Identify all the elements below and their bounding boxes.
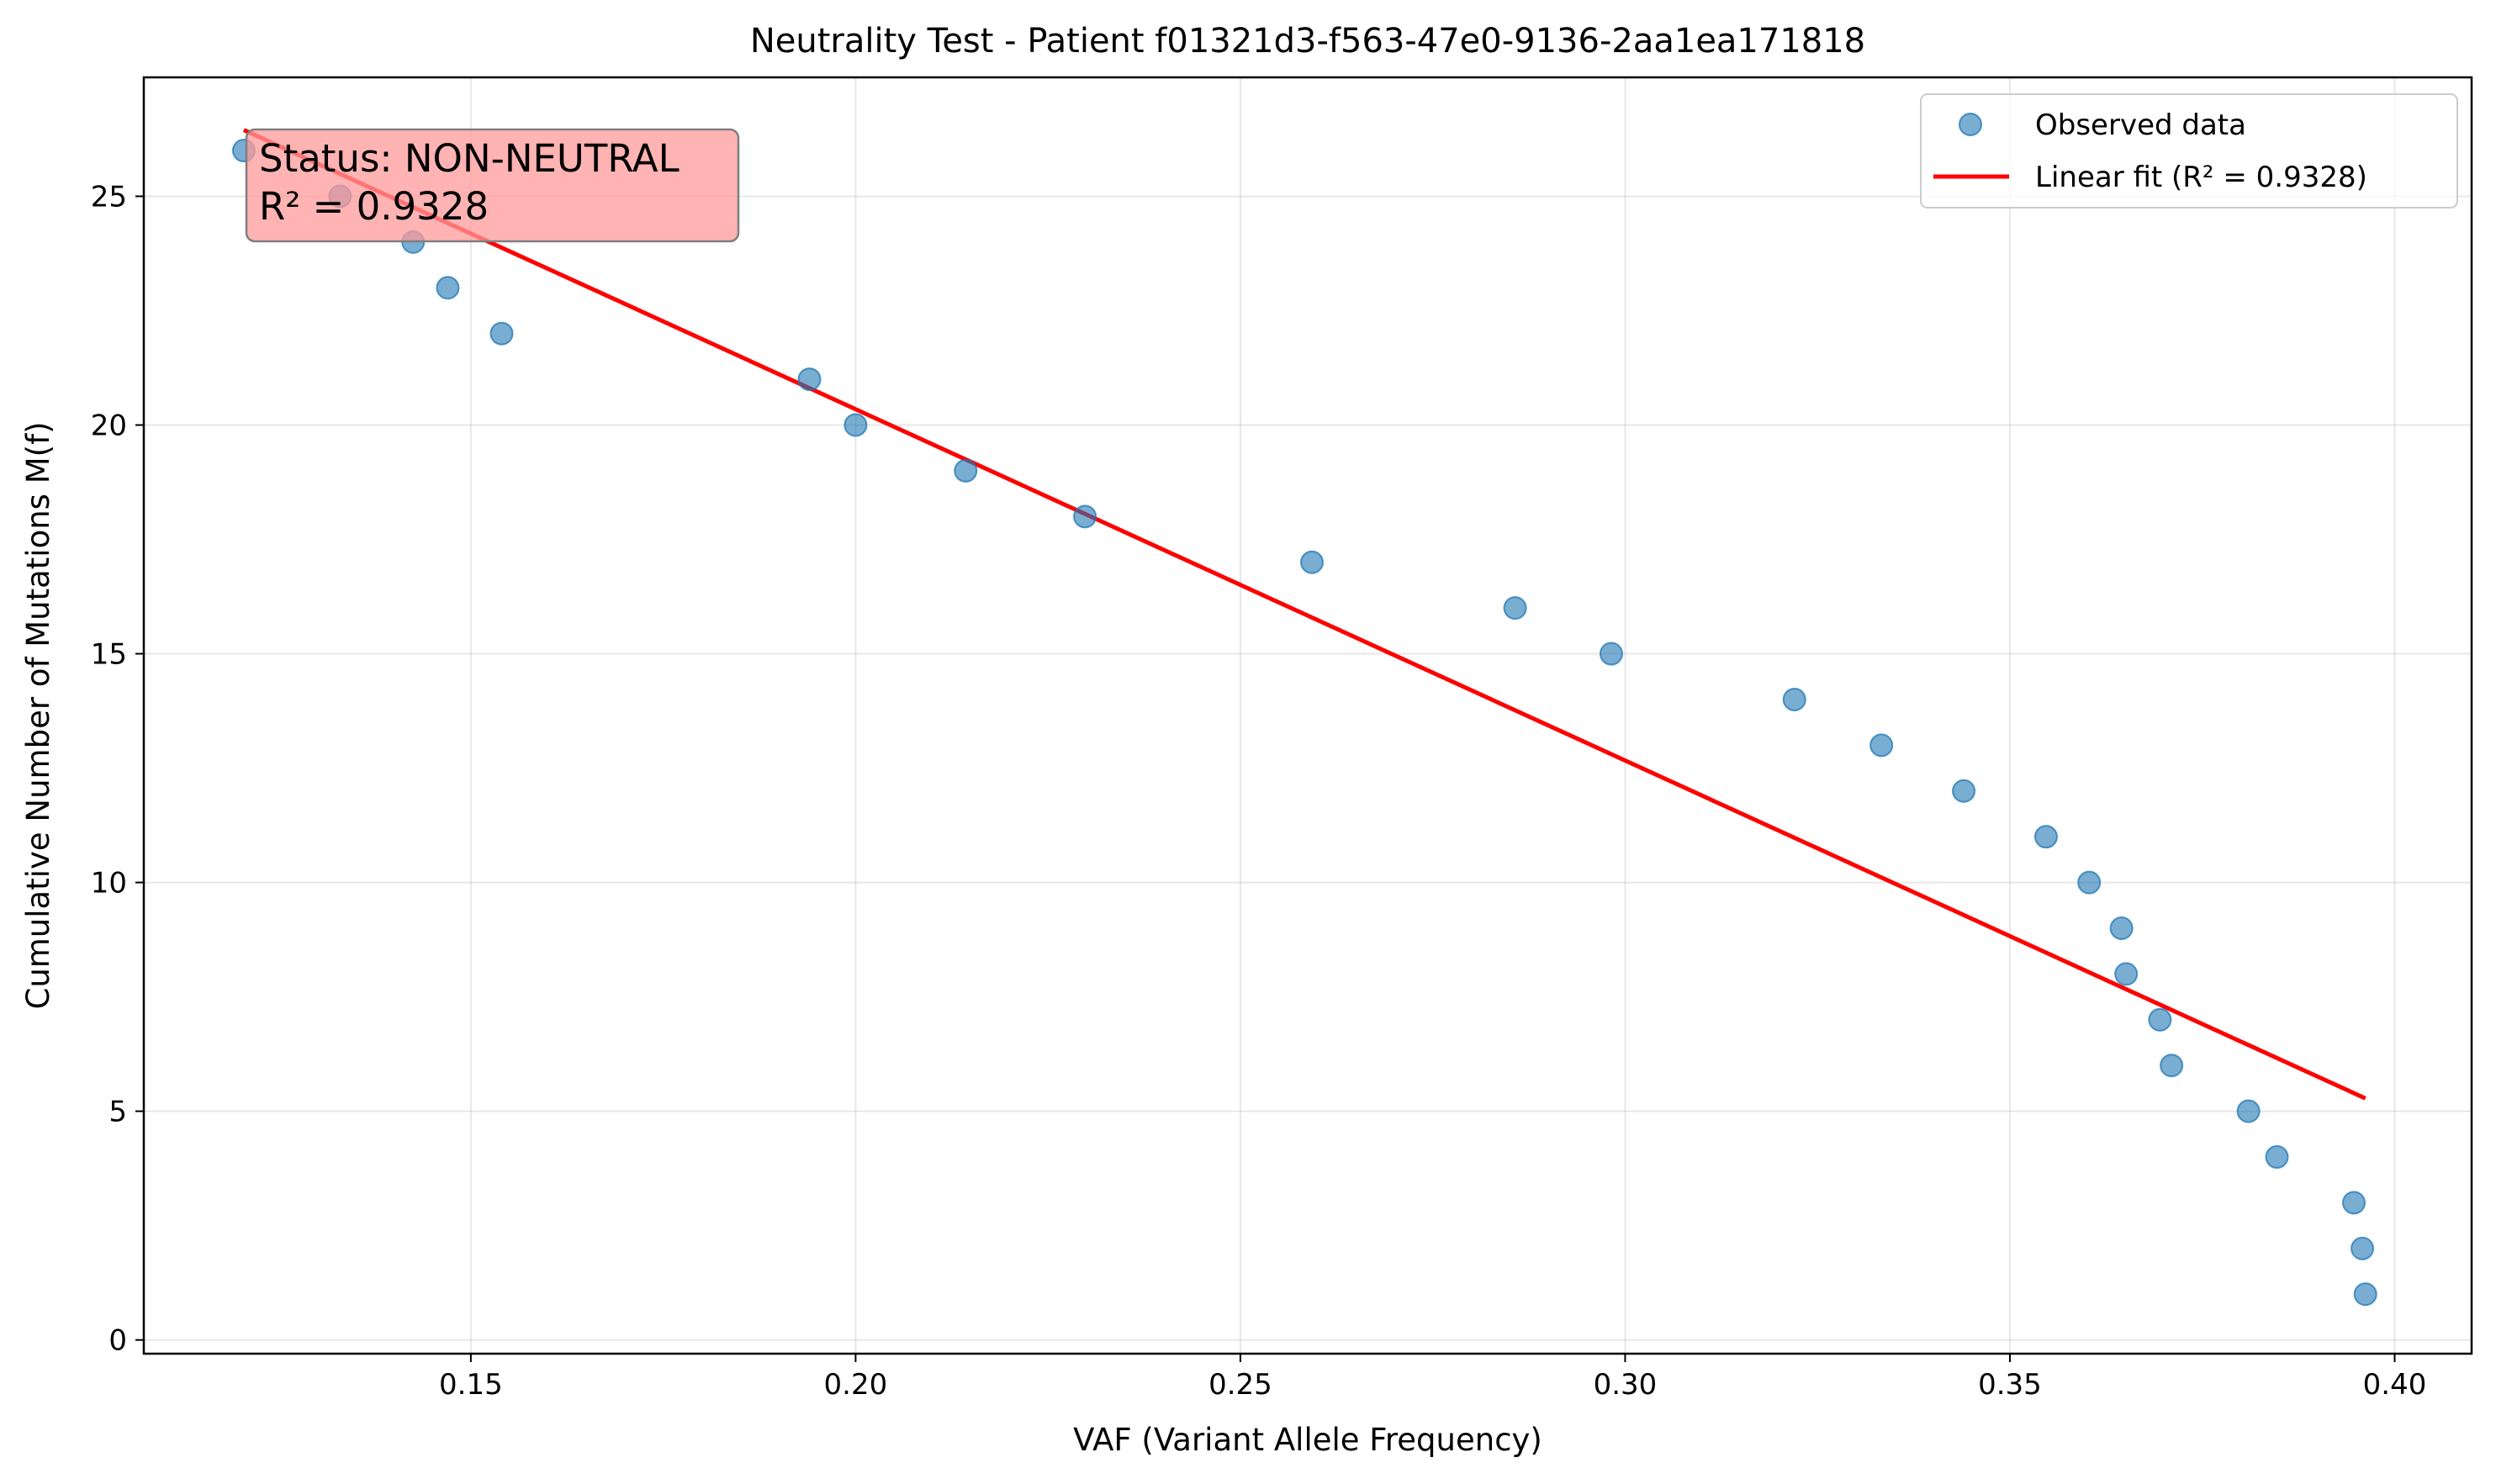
data-point xyxy=(1300,550,1325,574)
y-tick-label: 25 xyxy=(91,180,127,214)
data-point xyxy=(436,276,460,300)
data-point xyxy=(2265,1145,2289,1170)
data-point xyxy=(1503,596,1527,621)
data-point xyxy=(797,367,822,392)
data-point xyxy=(2236,1099,2261,1123)
x-tick-label: 0.40 xyxy=(2363,1368,2427,1402)
y-tick-label: 5 xyxy=(108,1096,127,1129)
r-squared-line: R² = 0.9328 xyxy=(259,184,489,229)
data-point xyxy=(954,458,978,483)
y-axis-ticks: 0 5 10 15 20 25 xyxy=(91,180,144,1358)
data-point xyxy=(1952,779,1976,803)
data-point xyxy=(2114,962,2139,986)
legend-box xyxy=(1920,93,2458,209)
data-point xyxy=(2341,1191,2366,1215)
chart-title: Neutrality Test - Patient f01321d3-f563-… xyxy=(750,22,1865,61)
x-tick-label: 0.20 xyxy=(824,1368,888,1402)
data-point xyxy=(2148,1007,2172,1032)
x-axis-label: VAF (Variant Allele Frequency) xyxy=(1073,1422,1542,1458)
grid xyxy=(144,77,2472,1354)
y-axis-label: Cumulative Number of Mutations M(f) xyxy=(20,421,56,1009)
data-point xyxy=(2160,1054,2184,1078)
data-point xyxy=(1073,504,1097,529)
legend-label-observed: Observed data xyxy=(2035,108,2246,142)
linear-fit-line xyxy=(242,128,2366,1101)
x-tick-label: 0.35 xyxy=(1978,1368,2042,1402)
status-box xyxy=(245,128,740,243)
data-point xyxy=(2077,870,2102,895)
data-point xyxy=(2109,916,2134,940)
data-point xyxy=(2033,825,2058,849)
y-tick-label: 10 xyxy=(91,867,127,900)
data-point xyxy=(2351,1236,2375,1260)
y-tick-label: 0 xyxy=(108,1324,127,1358)
x-tick-label: 0.30 xyxy=(1594,1368,1658,1402)
data-point xyxy=(489,321,514,346)
data-point xyxy=(843,413,868,437)
fit-layer xyxy=(242,128,2366,1101)
y-tick-label: 20 xyxy=(91,409,127,443)
data-point xyxy=(1599,642,1623,666)
x-axis-ticks: 0.15 0.20 0.25 0.30 0.35 0.40 xyxy=(439,1354,2426,1402)
legend: Observed data Linear fit (R² = 0.9328) xyxy=(1920,93,2458,209)
data-point xyxy=(2353,1282,2377,1307)
data-point xyxy=(1869,733,1894,758)
legend-label-fit: Linear fit (R² = 0.9328) xyxy=(2035,161,2367,194)
x-tick-label: 0.25 xyxy=(1208,1368,1272,1402)
y-tick-label: 15 xyxy=(91,638,127,672)
status-annotation: Status: NON-NEUTRAL R² = 0.9328 xyxy=(245,128,740,243)
data-point xyxy=(1782,687,1806,711)
plot-frame xyxy=(142,76,2473,1355)
x-tick-label: 0.15 xyxy=(439,1368,503,1402)
status-line: Status: NON-NEUTRAL xyxy=(259,136,680,181)
legend-marker-observed xyxy=(1959,113,1982,136)
